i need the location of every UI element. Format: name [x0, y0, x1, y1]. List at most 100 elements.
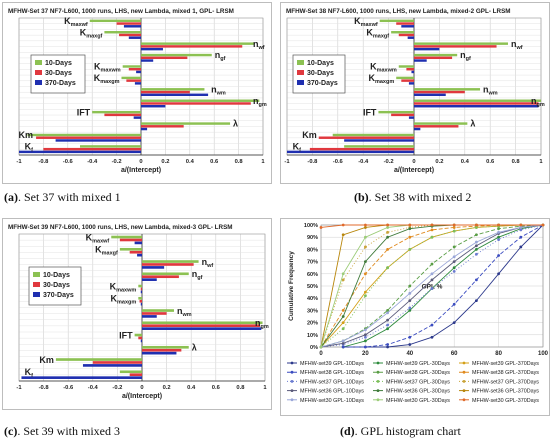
bar-Km-370-Days	[55, 139, 141, 142]
bar-ngm-370-Days	[141, 104, 166, 108]
bar-Km-30-Days	[318, 136, 414, 139]
bar-Kf-10-Days	[344, 145, 414, 148]
bar-ngf-10-Days	[142, 272, 189, 276]
data-point-4	[475, 233, 478, 237]
bar-ngm-10-Days	[142, 321, 263, 325]
data-point-5	[452, 226, 456, 229]
series-line-0	[343, 224, 544, 348]
bar-Kf-370-Days	[19, 150, 141, 154]
legend-label: MFHW-set38 GPL-370Days	[472, 370, 539, 376]
legend-marker	[462, 380, 466, 383]
legend-marker	[290, 398, 294, 402]
bar-Kmaxwm-370-Days	[140, 290, 142, 294]
legend-label: 370-Days	[45, 80, 76, 87]
data-point-14	[408, 223, 412, 227]
data-point-13	[319, 345, 323, 349]
data-point-1	[475, 248, 478, 251]
param-label: ngf	[460, 50, 471, 62]
legend-marker	[376, 380, 380, 383]
param-label: Km	[302, 130, 317, 140]
param-label: Kmaxwm	[370, 62, 397, 74]
legend-swatch	[35, 60, 42, 65]
bar-nwf-10-Days	[414, 42, 508, 45]
param-label: Kmaxwf	[64, 16, 88, 28]
data-point-3	[497, 254, 500, 257]
legend-swatch	[297, 80, 304, 85]
bar-nwm-10-Days	[142, 309, 174, 312]
legend-label: 10-Days	[43, 272, 70, 279]
bar-Kmaxgf-10-Days	[104, 31, 141, 34]
legend-marker	[462, 398, 466, 402]
bar-Kf-10-Days	[119, 370, 142, 374]
data-point-8	[364, 245, 367, 249]
param-label: Kmaxgm	[94, 73, 120, 85]
data-point-0	[408, 343, 412, 346]
tornado-chart-set39: MFHW-Set 39 NF7-L600, 1000 runs, LHS, ne…	[8, 224, 269, 400]
bar-Kmaxgf-370-Days	[128, 36, 141, 39]
data-point-3	[519, 235, 523, 239]
data-point-9	[364, 333, 367, 337]
x-tick-label: 1	[261, 159, 265, 165]
legend-swatch	[33, 292, 40, 297]
legend-label: MFHW-set39 GPL-370Days	[472, 361, 539, 367]
param-label: ngm	[253, 96, 267, 108]
bar-λ-10-Days	[142, 345, 189, 349]
data-point-6	[430, 287, 434, 290]
data-point-9	[475, 244, 478, 248]
bar-Kmaxgm-30-Days	[126, 79, 141, 82]
data-point-12	[364, 328, 367, 332]
bar-ngm-30-Days	[414, 102, 539, 105]
data-point-5	[430, 228, 434, 232]
bar-ngf-370-Days	[142, 278, 157, 281]
data-point-4	[452, 245, 456, 249]
y-tick-label: 40%	[307, 296, 318, 302]
bar-Kmaxwf-10-Days	[89, 19, 141, 23]
data-point-14	[341, 223, 345, 227]
bar-Kmaxwf-370-Days	[134, 241, 142, 245]
legend-label: MFHW-set37 GPL-370Days	[472, 379, 539, 385]
bar-λ-30-Days	[141, 125, 184, 128]
bar-Kmaxwm-10-Days	[138, 284, 142, 288]
x-tick-label: 20	[362, 351, 369, 357]
data-point-3	[386, 343, 389, 346]
bar-Kmaxwm-10-Days	[398, 65, 414, 68]
data-point-14	[519, 223, 523, 227]
data-point-14	[386, 223, 389, 227]
param-label: nwf	[253, 39, 265, 51]
bar-Kmaxwf-30-Days	[396, 22, 414, 25]
bar-ngf-30-Days	[141, 56, 188, 60]
param-label: Kf	[25, 142, 34, 154]
x-tick-label: -0.4	[87, 159, 98, 165]
legend-marker	[290, 389, 294, 392]
bar-nwf-370-Days	[141, 47, 163, 51]
legend-label: MFHW-set36 GPL-370Days	[472, 389, 539, 395]
data-point-12	[386, 311, 389, 315]
bar-Kmaxwm-370-Days	[136, 70, 141, 74]
caption-d: (d). GPL histogram chart	[340, 424, 461, 438]
bar-ngf-370-Days	[414, 59, 427, 62]
y-tick-label: 10%	[307, 333, 318, 339]
data-point-14	[497, 223, 500, 227]
tornado-chart-set37: MFHW-Set 37 NF7-L600, 1000 runs, LHS, ne…	[8, 8, 267, 174]
param-label: Kf	[25, 367, 34, 379]
data-point-9	[452, 260, 456, 263]
caption-a: (a). Set 37 with mixed 1	[4, 190, 121, 204]
bar-Kmaxwf-30-Days	[116, 22, 141, 25]
param-label: Km	[18, 130, 33, 140]
x-tick-label: -0.2	[384, 159, 394, 165]
x-tick-label: -0.8	[307, 159, 318, 165]
bar-Km-10-Days	[55, 358, 142, 361]
legend-marker	[376, 398, 380, 402]
data-point-13	[364, 235, 367, 239]
bar-Kmaxgf-370-Days	[137, 253, 142, 257]
legend-label: MFHW-set30 GPL-30Days	[386, 398, 450, 404]
data-point-5	[341, 309, 345, 312]
x-tick-label: 0	[140, 385, 143, 391]
y-tick-label: 80%	[307, 247, 318, 253]
data-point-9	[430, 278, 434, 282]
param-label: Kmaxgf	[80, 27, 103, 39]
bar-Kmaxwf-370-Days	[123, 25, 141, 28]
param-label: Kmaxgf	[95, 245, 118, 257]
data-point-7	[341, 327, 345, 331]
bar-nwf-30-Days	[141, 45, 243, 48]
